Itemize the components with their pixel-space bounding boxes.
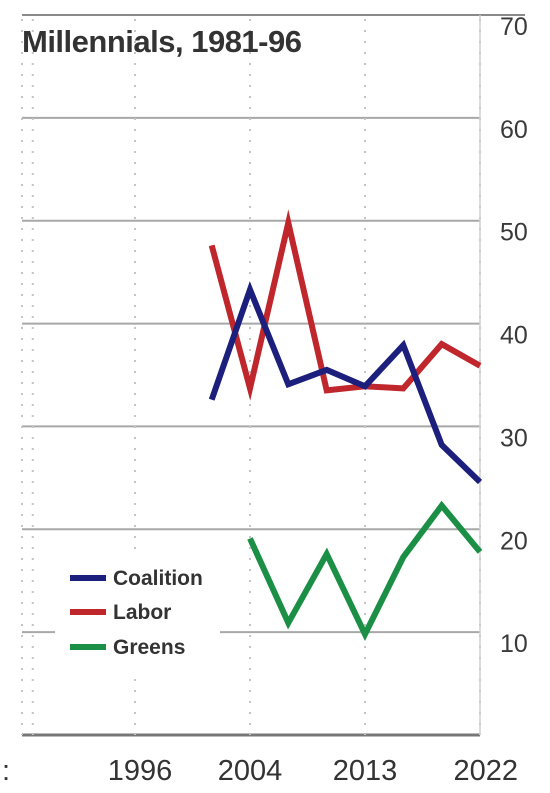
chart-title: Millennials, 1981-96: [22, 24, 302, 59]
x-tick-label-fragment: :: [2, 755, 10, 787]
legend-label-greens: Greens: [113, 636, 185, 659]
x-axis-ticks: : 1996 2004 2013 2022: [2, 755, 518, 787]
series-line-coalition: [208, 281, 483, 485]
series-line-labor: [208, 209, 482, 401]
y-axis-ticks: 10 20 30 40 50 60 70: [500, 13, 528, 658]
y-tick-label-70: 70: [500, 13, 528, 41]
legend-label-labor: Labor: [113, 601, 171, 624]
y-tick-label-60: 60: [500, 116, 528, 144]
series-line-greens: [247, 500, 483, 642]
legend-label-coalition: Coalition: [113, 567, 203, 590]
y-tick-label-50: 50: [500, 219, 528, 247]
x-tick-label-1996: 1996: [108, 755, 173, 787]
y-tick-label-40: 40: [500, 322, 528, 350]
x-tick-label-2013: 2013: [333, 755, 398, 787]
legend: Coalition Labor Greens: [55, 555, 220, 670]
y-tick-label-20: 20: [500, 527, 528, 555]
y-tick-label-30: 30: [500, 424, 528, 452]
y-tick-label-10: 10: [500, 630, 528, 658]
series-lines: [208, 209, 483, 642]
x-tick-label-2004: 2004: [218, 755, 283, 787]
x-tick-label-2022: 2022: [453, 755, 518, 787]
